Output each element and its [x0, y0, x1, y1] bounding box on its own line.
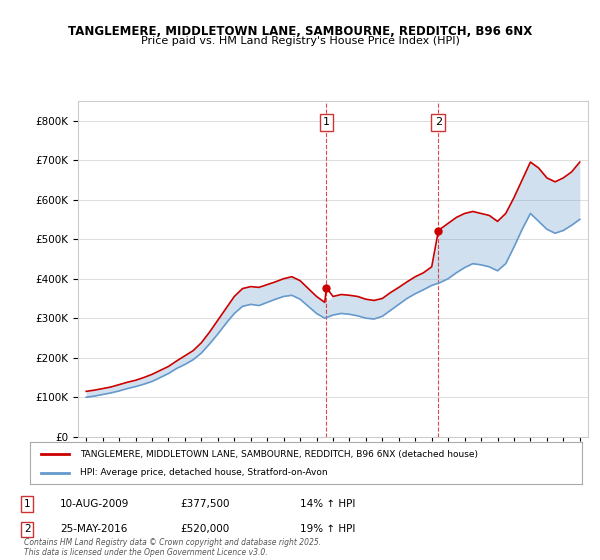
Text: 2: 2: [24, 524, 31, 534]
Text: Contains HM Land Registry data © Crown copyright and database right 2025.
This d: Contains HM Land Registry data © Crown c…: [24, 538, 321, 557]
Text: 1: 1: [323, 118, 330, 127]
Text: 25-MAY-2016: 25-MAY-2016: [60, 524, 127, 534]
Text: HPI: Average price, detached house, Stratford-on-Avon: HPI: Average price, detached house, Stra…: [80, 468, 328, 477]
Text: Price paid vs. HM Land Registry's House Price Index (HPI): Price paid vs. HM Land Registry's House …: [140, 36, 460, 46]
Text: 14% ↑ HPI: 14% ↑ HPI: [300, 499, 355, 509]
Text: 1: 1: [24, 499, 31, 509]
Text: 2: 2: [435, 118, 442, 127]
Text: £377,500: £377,500: [180, 499, 229, 509]
Text: 10-AUG-2009: 10-AUG-2009: [60, 499, 130, 509]
Text: £520,000: £520,000: [180, 524, 229, 534]
Text: TANGLEMERE, MIDDLETOWN LANE, SAMBOURNE, REDDITCH, B96 6NX: TANGLEMERE, MIDDLETOWN LANE, SAMBOURNE, …: [68, 25, 532, 38]
Text: TANGLEMERE, MIDDLETOWN LANE, SAMBOURNE, REDDITCH, B96 6NX (detached house): TANGLEMERE, MIDDLETOWN LANE, SAMBOURNE, …: [80, 450, 478, 459]
Text: 19% ↑ HPI: 19% ↑ HPI: [300, 524, 355, 534]
